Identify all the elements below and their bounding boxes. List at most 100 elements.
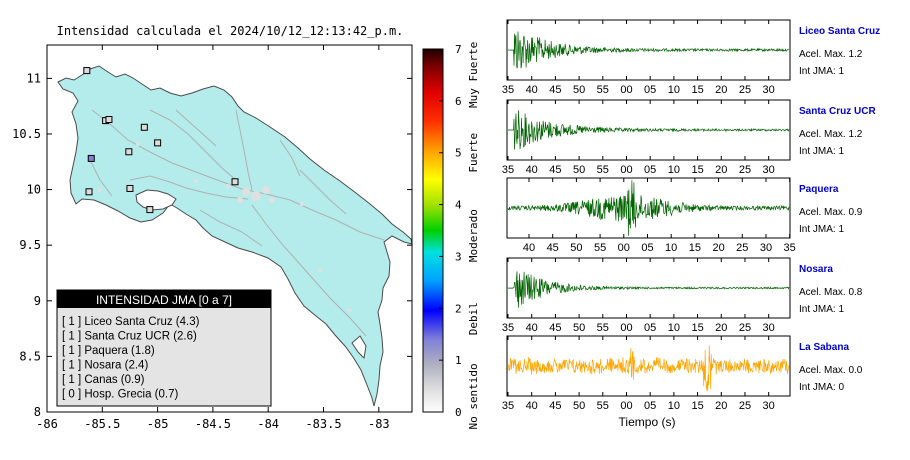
waveform-tick-label: 20 xyxy=(715,322,727,334)
map-y-tick-label: 9 xyxy=(34,294,41,308)
waveform-tick-label: 25 xyxy=(739,322,751,334)
waveform-tick-label: 10 xyxy=(665,242,677,254)
station-marker xyxy=(85,188,93,196)
colorbar-scale xyxy=(422,48,444,413)
waveform-tick-label: 45 xyxy=(549,322,561,334)
waveform-tick-label: 15 xyxy=(691,400,703,412)
road-network xyxy=(89,109,385,337)
waveform-tick-label: 45 xyxy=(547,242,559,254)
station-intensity: Int JMA: 0 xyxy=(799,382,844,393)
waveform-tick-label: 35 xyxy=(502,84,514,96)
waveform-panels: 35 40 45 50 55 00 05 10 15 20 25 30 Liceo Santa Cruz… xyxy=(502,19,880,412)
map-x-tick-label: -83.5 xyxy=(305,417,341,431)
station-accel: Acel. Max. 0.8 xyxy=(799,287,863,298)
waveform-tick-label: 15 xyxy=(689,242,701,254)
waveform-tick-label: 20 xyxy=(712,242,724,254)
waveform-tick-label: 05 xyxy=(644,400,656,412)
station-marker xyxy=(126,184,134,192)
waveform-tick-label: 00 xyxy=(620,322,632,334)
station-marker xyxy=(154,139,162,147)
map-y-tick-label: 10 xyxy=(27,183,41,197)
waveform-tick-label: 55 xyxy=(597,400,609,412)
legend-item: [ 1 ] Liceo Santa Cruz (4.3) xyxy=(62,316,200,328)
waveform-trace xyxy=(507,110,790,150)
waveform-tick-label: 10 xyxy=(668,322,680,334)
waveform-panel: 35 40 45 50 55 00 05 10 15 20 25 30 La Sabana Acel. M… xyxy=(502,335,863,412)
waveform-tick-label: 05 xyxy=(641,242,653,254)
map-y-tick-label: 8 xyxy=(34,405,41,419)
map-title: Intensidad calculada el 2024/10/12_12:13… xyxy=(57,24,404,38)
colorbar-tick-label: 2 xyxy=(455,302,462,315)
waveform-tick-label: 35 xyxy=(784,242,796,254)
waveform-tick-label: 35 xyxy=(502,322,514,334)
waveform-tick-label: 50 xyxy=(573,84,585,96)
waveform-tick-label: 45 xyxy=(549,164,561,176)
waveform-tick-label: 30 xyxy=(763,400,775,412)
legend-item: [ 0 ] Hosp. Grecia (0.7) xyxy=(62,389,178,401)
waveform-tick-label: 00 xyxy=(618,242,630,254)
map-x-tick-label: -85.5 xyxy=(84,417,120,431)
station-markers xyxy=(83,67,239,214)
colorbar-tick-label: 3 xyxy=(455,250,462,263)
station-name: La Sabana xyxy=(799,342,849,353)
waveform-tick-label: 15 xyxy=(691,164,703,176)
map-y-tick-label: 10.5 xyxy=(12,127,41,141)
station-marker xyxy=(105,116,113,124)
colorbar-tick-label: 1 xyxy=(455,354,462,367)
station-accel: Acel. Max. 1.2 xyxy=(799,49,863,60)
legend-item: [ 1 ] Santa Cruz UCR (2.6) xyxy=(62,331,197,343)
waveform-tick-label: 10 xyxy=(668,400,680,412)
waveform-tick-label: 20 xyxy=(715,400,727,412)
station-marker xyxy=(140,123,148,131)
waveform-tick-label: 30 xyxy=(763,84,775,96)
map-x-tick-label: -84 xyxy=(257,417,279,431)
legend-title: INTENSIDAD JMA [0 a 7] xyxy=(96,293,232,307)
waveform-tick-label: 20 xyxy=(715,164,727,176)
waveform-tick-label: 10 xyxy=(668,164,680,176)
station-marker xyxy=(231,178,239,186)
waveform-panel: 35 40 45 50 55 00 05 10 15 20 25 30 Liceo Santa Cruz… xyxy=(502,19,880,96)
waveform-tick-label: 55 xyxy=(594,242,606,254)
waveform-panel: 35 40 45 50 55 00 05 10 15 20 25 30 Nosara Acel. Max.… xyxy=(502,257,863,334)
waveform-tick-label: 55 xyxy=(597,322,609,334)
waveform-tick-label: 05 xyxy=(644,322,656,334)
waveform-tick-label: 20 xyxy=(715,84,727,96)
waveform-tick-label: 40 xyxy=(523,242,535,254)
waveform-tick-label: 50 xyxy=(573,164,585,176)
station-marker xyxy=(87,154,95,162)
colorbar-tick-label: 7 xyxy=(455,43,462,56)
waveform-panel: 35 40 45 50 55 00 05 10 15 20 25 30 Santa Cruz UCR Ac… xyxy=(502,99,876,176)
map-y-tick-label: 8.5 xyxy=(19,349,41,363)
station-marker xyxy=(83,67,91,75)
waveform-tick-label: 25 xyxy=(739,164,751,176)
legend-item: [ 1 ] Canas (0.9) xyxy=(62,374,145,386)
waveform-tick-label: 45 xyxy=(549,84,561,96)
waveform-tick-label: 25 xyxy=(739,400,751,412)
nicoya-gulf xyxy=(135,189,177,211)
waveform-tick-label: 00 xyxy=(620,164,632,176)
waveform-tick-label: 15 xyxy=(691,84,703,96)
waveform-panel: 40 45 50 55 00 05 10 15 20 25 30 35 Paquera Acel. Max… xyxy=(506,177,863,254)
station-name: Liceo Santa Cruz xyxy=(799,26,880,37)
waveform-tick-label: 50 xyxy=(570,242,582,254)
waveform-tick-label: 00 xyxy=(620,400,632,412)
map-y-tick-label: 9.5 xyxy=(19,238,41,252)
colorbar-category-label: Muy Fuerte xyxy=(467,42,480,108)
legend-item: [ 1 ] Paquera (1.8) xyxy=(62,345,155,357)
waveform-tick-label: 35 xyxy=(502,164,514,176)
waveform-trace xyxy=(508,271,790,308)
intensity-legend: INTENSIDAD JMA [0 a 7] [ 1 ] Liceo Santa… xyxy=(56,289,272,407)
waveform-trace xyxy=(507,31,790,69)
waveform-tick-label: 40 xyxy=(526,164,538,176)
map-x-tick-label: -83 xyxy=(368,417,390,431)
waveform-tick-label: 05 xyxy=(644,164,656,176)
colorbar-tick-label: 0 xyxy=(455,406,462,419)
colorbar-tick-label: 6 xyxy=(455,95,462,108)
colorbar-category-label: No sentido xyxy=(467,363,480,429)
colorbar-tick-label: 5 xyxy=(455,147,462,160)
waveform-tick-label: 35 xyxy=(502,400,514,412)
waveform-tick-label: 50 xyxy=(573,400,585,412)
waveform-tick-label: 15 xyxy=(691,322,703,334)
colorbar-category-label: Moderado xyxy=(467,209,480,262)
